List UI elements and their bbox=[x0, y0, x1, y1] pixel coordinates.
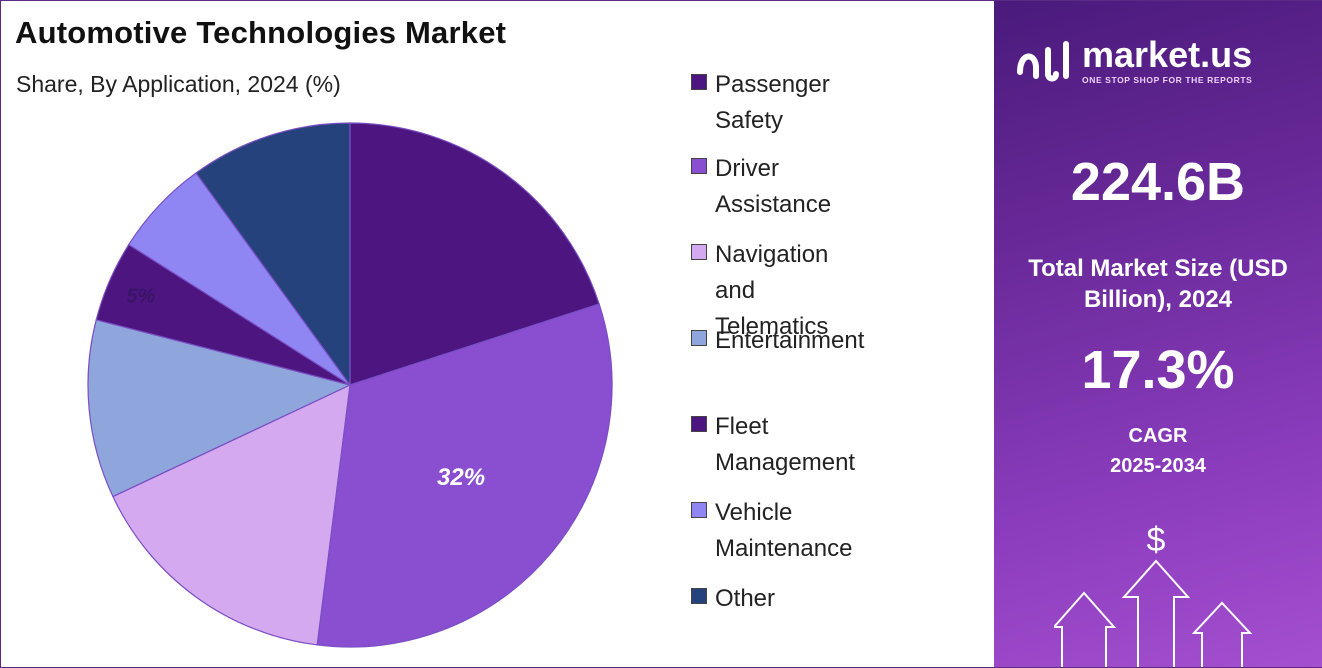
cagr-period: 2025-2034 bbox=[1110, 455, 1206, 477]
dollar-sign-icon: $ bbox=[1147, 521, 1166, 559]
legend-label: Driver Assistance bbox=[715, 155, 832, 218]
data-label-fleet-management: 5% bbox=[126, 285, 155, 307]
brand-logo: market.us ONE STOP SHOP FOR THE REPORTS bbox=[1014, 37, 1252, 85]
legend-swatch bbox=[691, 330, 707, 346]
legend-swatch bbox=[691, 416, 707, 432]
legend-label: Passenger Safety bbox=[715, 71, 830, 134]
cagr-value: 17.3% bbox=[1081, 340, 1235, 400]
pie-slice-driver-assistance bbox=[316, 303, 613, 648]
pie-slice-entertainment bbox=[87, 319, 352, 498]
pie-slice-navigation-and-telematics bbox=[112, 383, 351, 646]
brand-name: market.us bbox=[1082, 34, 1253, 75]
legend-label: Vehicle Maintenance bbox=[715, 499, 853, 562]
legend-label: Entertainment bbox=[715, 327, 865, 354]
legend-swatch bbox=[691, 74, 707, 90]
chart-subtitle: Share, By Application, 2024 (%) bbox=[16, 71, 341, 97]
legend-item: Vehicle Maintenance bbox=[691, 495, 852, 567]
legend-swatch bbox=[691, 588, 707, 604]
market-us-logo-icon bbox=[1017, 41, 1069, 82]
legend-item: Navigation and Telematics bbox=[691, 237, 828, 345]
market-size-label: Total Market Size (USD Billion), 2024 bbox=[1028, 255, 1288, 313]
legend-item: Entertainment bbox=[691, 323, 864, 359]
legend-label: Other bbox=[715, 585, 776, 612]
data-label-driver-assistance: 32% bbox=[437, 464, 485, 491]
legend-item: Other bbox=[691, 581, 775, 617]
legend-item: Passenger Safety bbox=[691, 67, 830, 139]
cagr-label: CAGR bbox=[1128, 425, 1188, 447]
cagr-label-block: CAGR 2025-2034 bbox=[994, 421, 1322, 481]
chart-title: Automotive Technologies Market bbox=[15, 15, 507, 50]
pie-slice-other bbox=[195, 122, 351, 387]
legend-swatch bbox=[691, 244, 707, 260]
legend-item: Fleet Management bbox=[691, 409, 855, 481]
pie-slice-passenger-safety bbox=[349, 122, 600, 386]
legend-swatch bbox=[691, 158, 707, 174]
legend-swatch bbox=[691, 502, 707, 518]
legend-item: Driver Assistance bbox=[691, 151, 831, 223]
legend-label: Fleet Management bbox=[715, 413, 856, 476]
legend-label: Navigation and Telematics bbox=[715, 241, 829, 340]
pie-chart: 32% 5% bbox=[87, 122, 613, 648]
chart-panel: Automotive Technologies Market Share, By… bbox=[1, 1, 993, 667]
market-size-value: 224.6B bbox=[1070, 152, 1246, 212]
brand-tagline: ONE STOP SHOP FOR THE REPORTS bbox=[1082, 75, 1253, 85]
growth-arrows-icon: $ bbox=[1054, 521, 1253, 667]
summary-panel: market.us ONE STOP SHOP FOR THE REPORTS … bbox=[994, 1, 1322, 667]
